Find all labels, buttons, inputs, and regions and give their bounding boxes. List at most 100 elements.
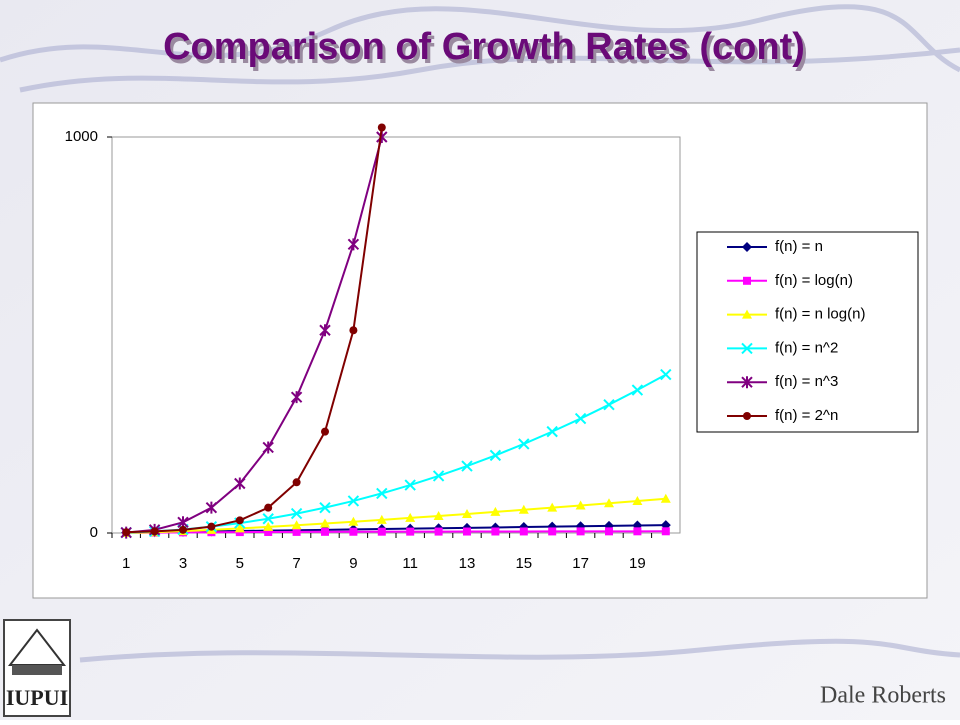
marker bbox=[347, 495, 360, 507]
legend bbox=[696, 231, 919, 433]
marker bbox=[660, 368, 672, 381]
plot-area bbox=[111, 136, 681, 534]
marker bbox=[462, 508, 472, 518]
marker bbox=[406, 527, 415, 536]
marker bbox=[633, 527, 642, 536]
marker bbox=[262, 513, 274, 525]
x-tick-label: 15 bbox=[515, 555, 532, 572]
marker bbox=[349, 527, 358, 536]
marker bbox=[377, 123, 386, 132]
marker bbox=[604, 498, 614, 508]
marker bbox=[432, 470, 445, 482]
marker bbox=[491, 527, 500, 536]
x-tick-label: 3 bbox=[179, 555, 187, 572]
marker bbox=[376, 487, 388, 500]
marker bbox=[631, 384, 644, 396]
marker bbox=[122, 528, 131, 537]
marker bbox=[741, 376, 753, 389]
marker bbox=[291, 520, 302, 530]
marker bbox=[519, 527, 528, 536]
marker bbox=[347, 238, 360, 251]
marker bbox=[234, 523, 245, 533]
marker bbox=[546, 425, 558, 438]
legend-label: f(n) = log(n) bbox=[775, 272, 853, 289]
marker bbox=[743, 412, 751, 420]
marker bbox=[605, 527, 613, 536]
marker bbox=[660, 493, 671, 503]
marker bbox=[349, 326, 358, 335]
marker bbox=[264, 503, 273, 512]
marker bbox=[262, 441, 274, 454]
title: Comparison of Growth Rates (cont) bbox=[163, 26, 805, 68]
marker bbox=[292, 527, 301, 536]
marker bbox=[179, 525, 187, 534]
marker bbox=[632, 496, 643, 506]
legend-label: f(n) = n^2 bbox=[775, 339, 838, 356]
marker bbox=[348, 516, 359, 526]
series-line bbox=[126, 127, 383, 534]
marker bbox=[463, 527, 471, 536]
marker bbox=[290, 507, 303, 520]
marker bbox=[404, 479, 416, 491]
marker bbox=[321, 427, 329, 436]
marker bbox=[405, 512, 416, 522]
marker bbox=[576, 527, 585, 536]
legend-label: f(n) = n log(n) bbox=[775, 306, 865, 323]
marker bbox=[743, 276, 751, 285]
marker bbox=[376, 514, 387, 524]
marker bbox=[742, 309, 752, 319]
marker bbox=[320, 518, 330, 528]
x-tick-label: 9 bbox=[349, 555, 357, 572]
series-layer bbox=[120, 123, 672, 539]
marker bbox=[205, 501, 218, 514]
swirls bbox=[0, 4, 960, 663]
series-line bbox=[126, 136, 383, 534]
marker bbox=[292, 478, 301, 487]
marker bbox=[461, 460, 473, 472]
marker bbox=[548, 527, 557, 536]
x-tick-label: 1 bbox=[122, 555, 130, 572]
marker bbox=[319, 501, 331, 514]
x-tick-label: 19 bbox=[629, 555, 646, 572]
marker bbox=[264, 527, 273, 536]
logo-text: IUPUI bbox=[6, 685, 68, 710]
marker bbox=[518, 504, 529, 514]
marker bbox=[150, 527, 159, 536]
marker bbox=[433, 510, 444, 520]
y-tick-label: 0 bbox=[90, 524, 98, 541]
marker bbox=[290, 391, 303, 404]
legend-label: f(n) = n bbox=[775, 238, 823, 255]
y-tick-label: 1000 bbox=[65, 128, 98, 145]
marker bbox=[574, 412, 587, 425]
marker bbox=[207, 522, 216, 531]
series-line bbox=[126, 497, 666, 534]
x-tick-label: 17 bbox=[572, 555, 589, 572]
marker bbox=[575, 500, 586, 510]
marker bbox=[319, 324, 331, 337]
marker bbox=[490, 506, 501, 516]
marker bbox=[263, 521, 274, 531]
title-shadow: Comparison of Growth Rates (cont) bbox=[166, 30, 808, 72]
x-tick-label: 13 bbox=[459, 555, 476, 572]
author: Dale Roberts bbox=[820, 683, 946, 709]
marker bbox=[234, 477, 246, 490]
logo bbox=[3, 619, 71, 717]
marker bbox=[321, 527, 329, 536]
marker bbox=[434, 527, 443, 536]
marker bbox=[661, 527, 670, 536]
x-tick-label: 11 bbox=[402, 555, 418, 572]
legend-label: f(n) = n^3 bbox=[775, 373, 838, 390]
marker bbox=[547, 502, 558, 512]
marker bbox=[518, 438, 530, 450]
marker bbox=[742, 242, 752, 252]
marker bbox=[235, 516, 244, 525]
marker bbox=[603, 398, 615, 411]
marker bbox=[377, 527, 386, 536]
series-line bbox=[126, 530, 666, 534]
x-tick-label: 5 bbox=[236, 555, 244, 572]
legend-label: f(n) = 2^n bbox=[775, 407, 838, 424]
marker bbox=[741, 342, 753, 355]
marker bbox=[489, 449, 502, 462]
